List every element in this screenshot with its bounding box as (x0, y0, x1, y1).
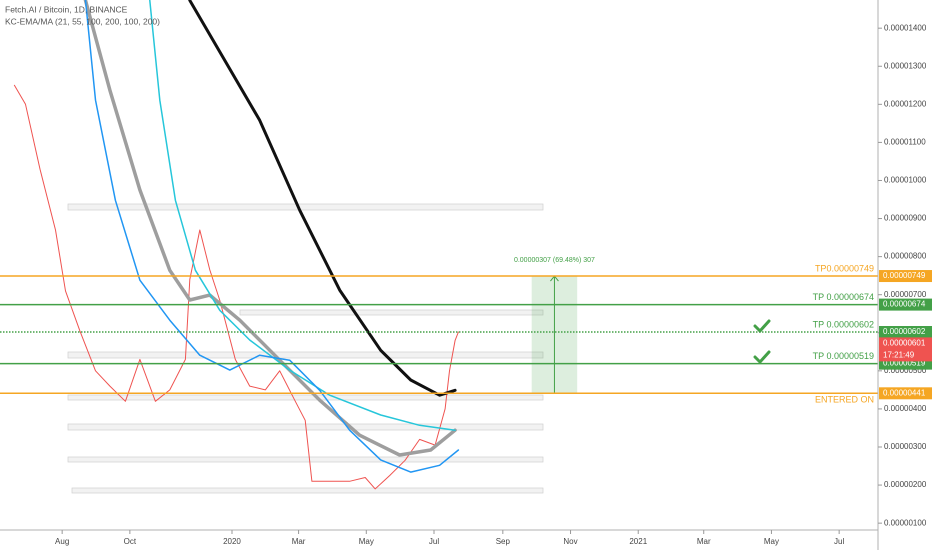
zone (67, 394, 544, 401)
zone (239, 309, 544, 316)
x-tick-label: Sep (496, 537, 511, 546)
y-tick-label: 0.00000900 (884, 214, 927, 223)
x-tick-label: 2021 (629, 537, 647, 546)
y-tick-label: 0.00000800 (884, 252, 927, 261)
level-label: TP 0.00000674 (813, 292, 874, 302)
x-tick-label: 2020 (223, 537, 241, 546)
x-tick-label: Jul (834, 537, 844, 546)
y-tick-label: 0.00000400 (884, 404, 927, 413)
zone (67, 203, 544, 211)
x-tick-label: Nov (563, 537, 577, 546)
price-badge-label: 0.00000674 (883, 300, 926, 309)
y-tick-label: 0.00001100 (884, 138, 926, 147)
price-badge-label: 0.00000441 (883, 388, 926, 397)
y-tick-label: 0.00000700 (884, 290, 927, 299)
price-badge (879, 270, 932, 283)
level-label: TP 0.00000602 (813, 319, 874, 329)
y-tick-label: 0.00000200 (884, 480, 927, 489)
chart-title: Fetch.AI / Bitcoin, 1D, BINANCE (5, 4, 128, 14)
zone (67, 456, 544, 463)
zone (71, 487, 544, 494)
x-tick-label: Oct (124, 537, 137, 546)
checkmark (753, 350, 771, 365)
current-price-label: 0.00000601 (883, 339, 926, 348)
x-tick-label: May (359, 537, 374, 546)
y-tick-label: 0.00000500 (884, 366, 927, 375)
zone (67, 351, 544, 359)
y-tick-label: 0.00000100 (884, 518, 927, 527)
x-tick-label: Jul (429, 537, 439, 546)
measure-label: 0.00000307 (69.48%) 307 (514, 257, 595, 264)
indicator-label: KC-EMA/MA (21, 55, 100, 200, 100, 200) (5, 16, 160, 26)
x-tick-label: May (764, 537, 779, 546)
checkmarks (753, 319, 771, 365)
series-line (149, 0, 456, 431)
price-badge-label: 0.00000602 (883, 327, 926, 336)
y-tick-label: 0.00001300 (884, 61, 927, 70)
price-badge-label: 0.00000519 (883, 359, 926, 368)
price-badge-label: 0.00000749 (883, 271, 926, 280)
series-line (84, 0, 460, 473)
price-badge (879, 298, 932, 311)
checkmark (753, 319, 771, 334)
x-tick-label: Mar (292, 537, 306, 546)
countdown-label: 17:21:49 (883, 351, 915, 360)
series-line (83, 0, 457, 457)
y-tick-label: 0.00001200 (884, 99, 927, 108)
plot-area (0, 0, 878, 490)
price-badge (879, 326, 932, 339)
level-label: ENTERED ON (815, 395, 874, 405)
x-tick-label: Aug (55, 537, 69, 546)
level-label: TP 0.00000519 (813, 351, 874, 361)
y-tick-label: 0.00000300 (884, 442, 927, 451)
level-label: TP0.00000749 (815, 263, 874, 273)
y-tick-label: 0.00001000 (884, 176, 927, 185)
current-price-badge (879, 337, 932, 362)
x-tick-label: Mar (697, 537, 711, 546)
price-badge (879, 387, 932, 400)
y-tick-label: 0.00001400 (884, 23, 927, 32)
